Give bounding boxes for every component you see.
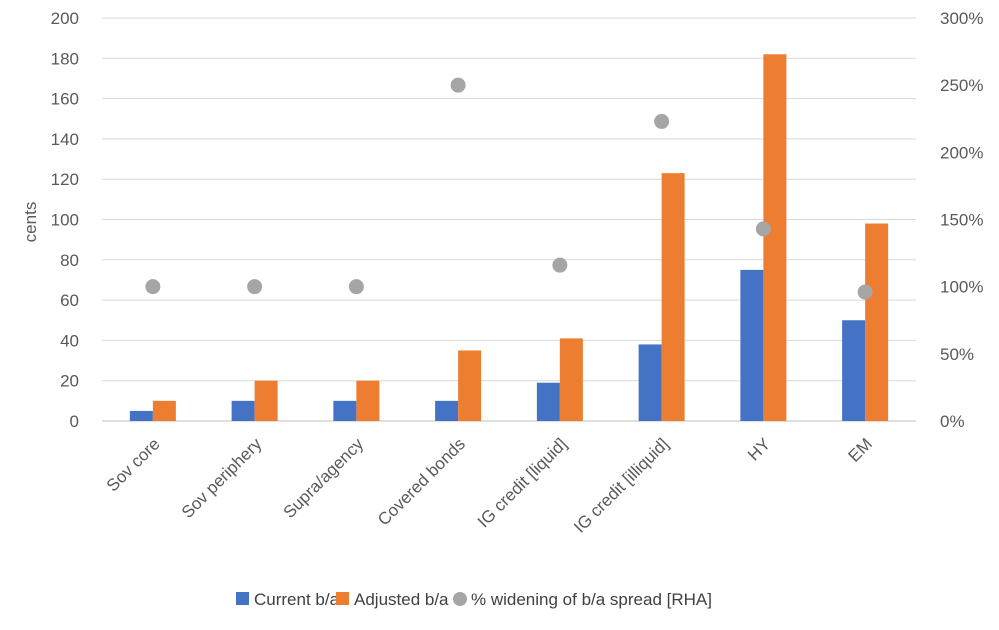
- bar-adjusted-b-a-3: [458, 350, 482, 421]
- bar-current-b-a-5: [638, 344, 662, 421]
- y-tick-label: 100: [51, 211, 79, 230]
- bar-adjusted-b-a-5: [661, 173, 685, 421]
- category-label: IG credit [liquid]: [474, 434, 571, 531]
- left-axis-ticks: 0 20 40 60 80 100 120 140 160 180 200: [51, 9, 79, 431]
- bars: [129, 54, 889, 422]
- y-tick-label: 80: [60, 251, 79, 270]
- y-tick-label: 160: [51, 90, 79, 109]
- y-tick-label: 20: [60, 372, 79, 391]
- legend-marker-adjusted-b-a: [336, 592, 349, 605]
- y2-tick-label: 100%: [940, 278, 983, 297]
- y-tick-label: 40: [60, 331, 79, 350]
- legend-label: Current b/a: [254, 590, 340, 609]
- y2-tick-label: 0%: [940, 412, 965, 431]
- bar-current-b-a-4: [536, 382, 560, 421]
- bar-current-b-a-7: [842, 320, 866, 421]
- category-label: HY: [744, 434, 774, 464]
- legend: Current b/a Adjusted b/a % widening of b/a…: [236, 590, 712, 609]
- y2-tick-label: 250%: [940, 76, 983, 95]
- category-label: Sov core: [103, 434, 164, 495]
- y-tick-label: 60: [60, 291, 79, 310]
- category-label: Supra/agency: [280, 434, 368, 522]
- legend-label: Adjusted b/a: [354, 590, 449, 609]
- bar-current-b-a-0: [129, 410, 153, 421]
- bar-adjusted-b-a-2: [356, 380, 380, 421]
- point-widening-5: [654, 113, 670, 129]
- category-label: EM: [844, 434, 875, 465]
- category-label: Sov periphery: [178, 434, 266, 522]
- bar-adjusted-b-a-6: [763, 54, 787, 422]
- y2-tick-label: 50%: [940, 345, 974, 364]
- bar-current-b-a-6: [740, 269, 764, 421]
- bar-adjusted-b-a-1: [254, 380, 278, 421]
- category-axis-ticks: Sov core Sov periphery Supra/agency Covered…: [103, 434, 876, 537]
- y-tick-label: 0: [70, 412, 79, 431]
- points: [145, 77, 873, 300]
- point-widening-1: [247, 279, 263, 295]
- point-widening-2: [348, 279, 364, 295]
- y2-tick-label: 150%: [940, 211, 983, 230]
- legend-label: % widening of b/a spread [RHA]: [471, 590, 712, 609]
- category-label: Covered bonds: [374, 434, 469, 529]
- bar-current-b-a-3: [435, 400, 459, 421]
- bar-adjusted-b-a-4: [559, 338, 583, 421]
- y2-tick-label: 300%: [940, 9, 983, 28]
- y-tick-label: 180: [51, 49, 79, 68]
- point-widening-0: [145, 279, 161, 295]
- point-widening-4: [552, 257, 568, 273]
- y2-tick-label: 200%: [940, 143, 983, 162]
- bar-adjusted-b-a-7: [865, 223, 889, 421]
- category-label: IG credit [illiquid]: [570, 434, 672, 536]
- y-axis-title: cents: [21, 202, 40, 243]
- right-axis-ticks: 0% 50% 100% 150% 200% 250% 300%: [940, 9, 983, 431]
- y-tick-label: 200: [51, 9, 79, 28]
- point-widening-7: [857, 284, 873, 300]
- y-tick-label: 140: [51, 130, 79, 149]
- y-tick-label: 120: [51, 170, 79, 189]
- point-widening-6: [755, 221, 771, 237]
- bar-adjusted-b-a-0: [152, 400, 176, 421]
- bar-current-b-a-1: [231, 400, 255, 421]
- bar-current-b-a-2: [333, 400, 357, 421]
- legend-marker-widening: [453, 592, 467, 606]
- gridlines: [102, 17, 916, 422]
- point-widening-3: [450, 77, 466, 93]
- legend-marker-current-b-a: [236, 592, 249, 605]
